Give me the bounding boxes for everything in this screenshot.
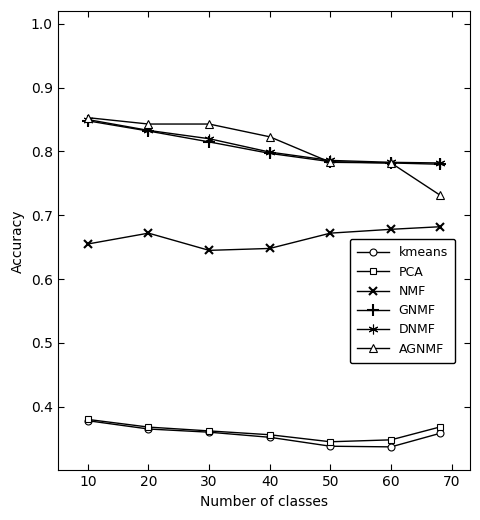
kmeans (387, 444, 393, 450)
PCA (145, 424, 151, 430)
AGNMF (85, 114, 91, 121)
DNMF (387, 159, 393, 165)
PCA (436, 424, 442, 430)
GNMF (327, 159, 333, 165)
kmeans (436, 431, 442, 437)
PCA (206, 428, 212, 434)
kmeans (327, 443, 333, 449)
AGNMF (327, 159, 333, 165)
kmeans (85, 418, 91, 424)
DNMF (327, 157, 333, 163)
GNMF (206, 139, 212, 145)
AGNMF (206, 121, 212, 127)
kmeans (206, 429, 212, 435)
NMF (145, 230, 151, 236)
PCA (266, 432, 272, 438)
PCA (387, 437, 393, 443)
AGNMF (145, 121, 151, 127)
NMF (387, 226, 393, 232)
Line: GNMF: GNMF (82, 115, 444, 170)
Y-axis label: Accuracy: Accuracy (11, 209, 25, 272)
NMF (436, 224, 442, 230)
Line: NMF: NMF (84, 223, 443, 254)
NMF (266, 245, 272, 252)
AGNMF (436, 192, 442, 198)
PCA (85, 417, 91, 423)
GNMF (436, 161, 442, 167)
DNMF (266, 149, 272, 155)
kmeans (266, 434, 272, 440)
kmeans (145, 426, 151, 432)
GNMF (145, 128, 151, 134)
NMF (85, 241, 91, 247)
NMF (206, 247, 212, 253)
AGNMF (266, 134, 272, 140)
Line: AGNMF: AGNMF (84, 113, 443, 199)
AGNMF (387, 160, 393, 166)
NMF (327, 230, 333, 236)
DNMF (145, 127, 151, 134)
GNMF (266, 150, 272, 157)
Legend: kmeans, PCA, NMF, GNMF, DNMF, AGNMF: kmeans, PCA, NMF, GNMF, DNMF, AGNMF (349, 239, 455, 363)
Line: PCA: PCA (84, 416, 442, 445)
PCA (327, 439, 333, 445)
DNMF (436, 160, 442, 166)
GNMF (387, 160, 393, 166)
DNMF (85, 116, 91, 123)
X-axis label: Number of classes: Number of classes (199, 495, 327, 509)
Line: kmeans: kmeans (84, 417, 442, 450)
Line: DNMF: DNMF (83, 115, 444, 168)
GNMF (85, 118, 91, 124)
DNMF (206, 136, 212, 142)
